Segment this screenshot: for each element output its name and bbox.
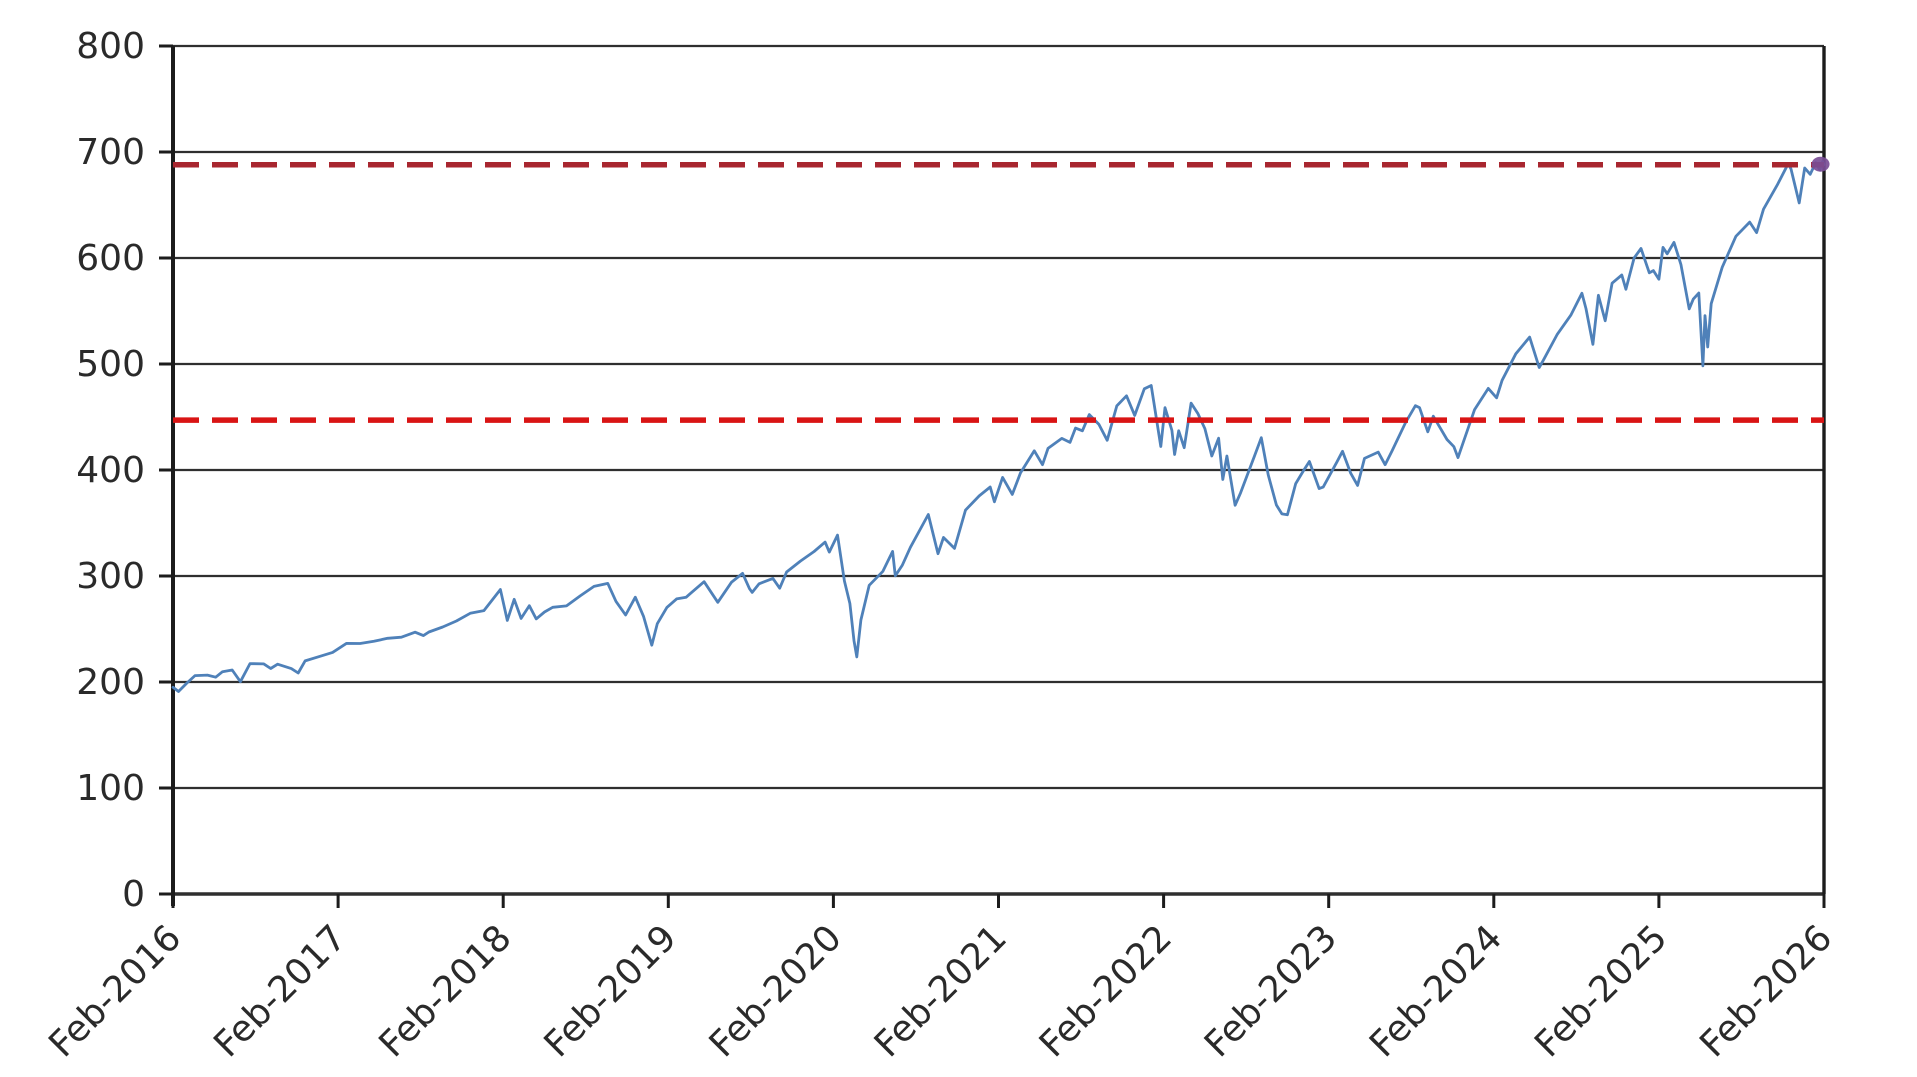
y-axis-tick-label: 0 — [122, 874, 145, 915]
y-axis-tick-label: 300 — [76, 556, 145, 597]
y-axis-tick-label: 500 — [76, 344, 145, 385]
y-axis-tick-label: 400 — [76, 450, 145, 491]
price-line-series — [171, 160, 1826, 693]
endpoint-marker — [1811, 156, 1830, 172]
y-axis-tick-label: 800 — [76, 26, 145, 67]
y-axis-tick-label: 600 — [76, 238, 145, 279]
y-axis-tick-label: 200 — [76, 662, 145, 703]
y-axis-tick-label: 700 — [76, 132, 145, 173]
y-axis-tick-label: 100 — [76, 768, 145, 809]
